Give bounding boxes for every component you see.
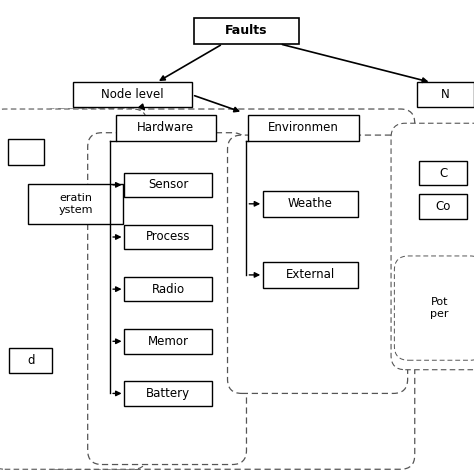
FancyBboxPatch shape xyxy=(124,329,212,354)
Text: Memor: Memor xyxy=(148,335,189,348)
FancyBboxPatch shape xyxy=(116,115,216,141)
FancyBboxPatch shape xyxy=(124,381,212,406)
Text: Battery: Battery xyxy=(146,387,191,400)
Text: Hardware: Hardware xyxy=(137,121,194,135)
FancyBboxPatch shape xyxy=(88,133,246,465)
FancyBboxPatch shape xyxy=(391,123,474,370)
FancyBboxPatch shape xyxy=(263,191,358,217)
Text: eratin
ystem: eratin ystem xyxy=(59,193,93,215)
FancyBboxPatch shape xyxy=(419,161,467,185)
FancyBboxPatch shape xyxy=(394,256,474,360)
FancyBboxPatch shape xyxy=(28,184,123,224)
Text: N: N xyxy=(441,88,450,101)
Text: Node level: Node level xyxy=(101,88,164,101)
FancyBboxPatch shape xyxy=(73,82,192,107)
Text: Pot
per: Pot per xyxy=(430,297,449,319)
Text: Environmen: Environmen xyxy=(268,121,339,135)
FancyBboxPatch shape xyxy=(124,173,212,197)
FancyBboxPatch shape xyxy=(419,194,467,219)
FancyBboxPatch shape xyxy=(9,138,44,165)
FancyBboxPatch shape xyxy=(228,135,408,393)
Text: d: d xyxy=(27,354,35,367)
FancyBboxPatch shape xyxy=(417,82,474,107)
FancyBboxPatch shape xyxy=(247,115,359,141)
Text: Faults: Faults xyxy=(225,24,268,37)
Text: Radio: Radio xyxy=(152,283,185,296)
Text: Process: Process xyxy=(146,230,191,244)
Text: C: C xyxy=(439,166,447,180)
FancyBboxPatch shape xyxy=(40,109,415,469)
FancyBboxPatch shape xyxy=(263,262,358,288)
FancyBboxPatch shape xyxy=(9,348,52,373)
FancyBboxPatch shape xyxy=(194,18,299,44)
FancyBboxPatch shape xyxy=(0,109,147,469)
Text: Weathe: Weathe xyxy=(288,197,333,210)
Text: Co: Co xyxy=(436,200,451,213)
Text: Sensor: Sensor xyxy=(148,178,189,191)
FancyBboxPatch shape xyxy=(124,277,212,301)
FancyBboxPatch shape xyxy=(124,225,212,249)
Text: External: External xyxy=(286,268,335,282)
